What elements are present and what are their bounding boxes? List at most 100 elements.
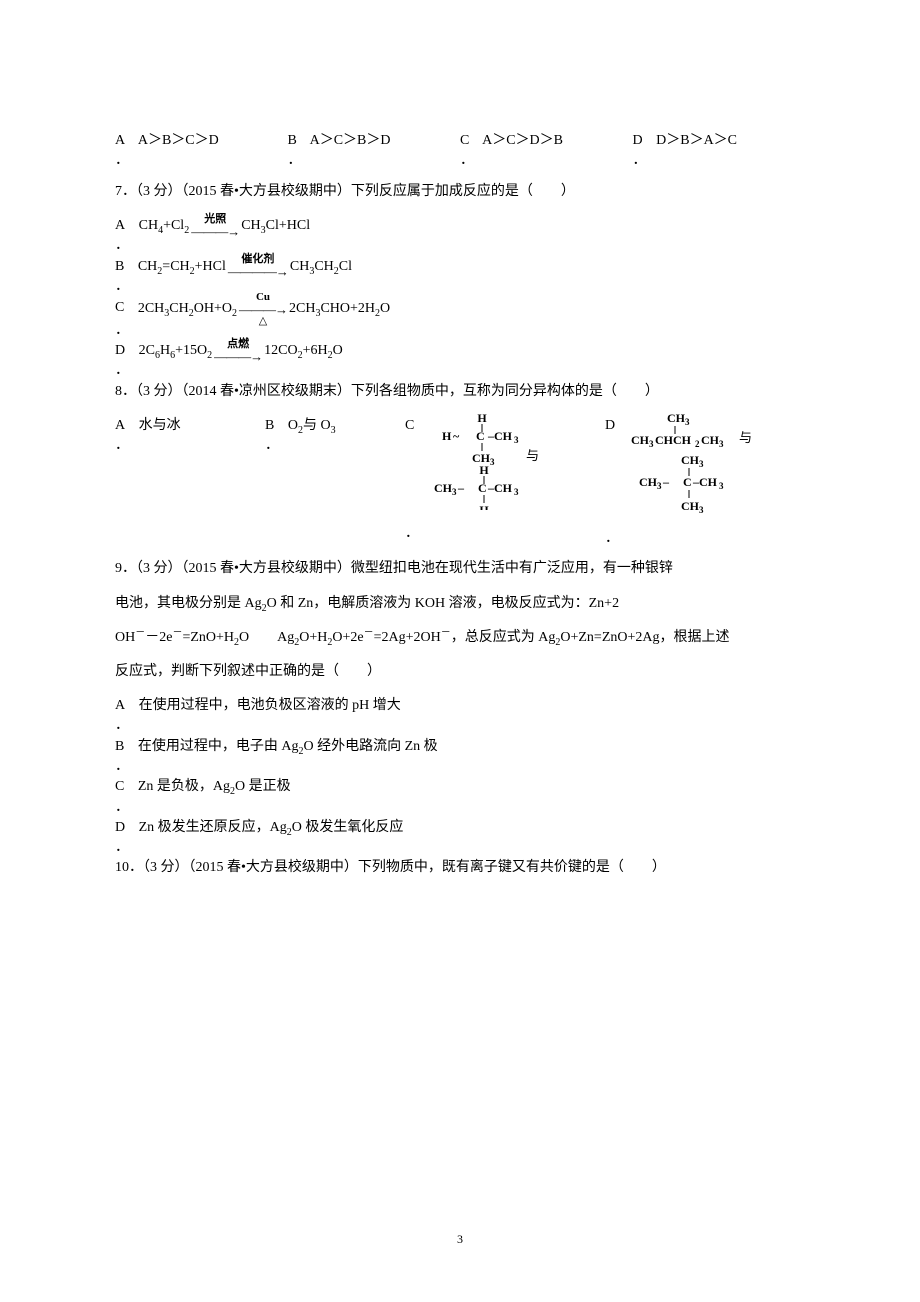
dot: ． [633, 157, 806, 165]
q6-c-text: A＞C＞D＞B [482, 133, 563, 148]
q7-stem: 7．（3 分）（2015 春•大方县校级期中）下列反应属于加成反应的是（ ） [115, 176, 805, 208]
q8-option-b: B O2与 O3 ． [265, 410, 405, 451]
q6-b-text: A＞C＞B＞D [310, 133, 391, 148]
q7-option-a: A CH4+Cl2光照———→CH3Cl+HCl [115, 210, 805, 243]
dot: ． [405, 530, 605, 538]
q9-c-text: Zn 是负极，Ag2O 是正极 [138, 779, 291, 794]
dot: ． [115, 804, 805, 812]
svg-text:C: C [478, 481, 487, 495]
svg-text:CHCH: CHCH [655, 433, 692, 447]
q7-c-left: 2CH3CH2OH+O2 [138, 301, 237, 316]
q7-c-label: C [115, 292, 124, 324]
q9-a-text: 在使用过程中，电池负极区溶液的 pH 增大 [139, 698, 401, 713]
svg-text:C: C [476, 429, 485, 443]
q8-option-d: D CH 3 CH 3 CHCH 2 CH 3 与 [605, 410, 805, 543]
q8-c-structures: H H ~ C –CH 3 CH 3 与 H [428, 410, 548, 510]
svg-text:H: H [442, 429, 452, 443]
svg-text:3: 3 [685, 417, 690, 427]
svg-text:–CH: –CH [692, 475, 718, 489]
q7-d-right: 12CO2+6H2O [264, 343, 343, 358]
structure-c-svg: H H ~ C –CH 3 CH 3 与 H [428, 410, 548, 510]
structure-d-svg: CH 3 CH 3 CHCH 2 CH 3 与 CH 3 [629, 410, 784, 515]
svg-text:–: – [457, 481, 465, 495]
q6-option-a: A A＞B＞C＞D ． [115, 125, 288, 166]
q7-b-label: B [115, 251, 124, 283]
svg-text:3: 3 [452, 487, 457, 497]
svg-text:~: ~ [453, 429, 460, 443]
svg-text:CH: CH [681, 453, 700, 467]
dot: ． [115, 327, 805, 335]
dot: ． [605, 535, 805, 543]
q9-option-a: A 在使用过程中，电池负极区溶液的 pH 增大 [115, 690, 805, 722]
svg-text:CH: CH [631, 433, 650, 447]
q6-option-d: D D＞B＞A＞C ． [633, 125, 806, 166]
page-container: A A＞B＞C＞D ． B A＞C＞B＞D ． C A＞C＞D＞B ． D D＞… [0, 0, 920, 1302]
q7-d-eqn: 2C6H6+15O2点燃———→12CO2+6H2O [139, 335, 343, 367]
q8-b-text: O2与 O3 [288, 418, 336, 433]
svg-text:3: 3 [699, 505, 704, 515]
q9-stem-3: OH－－2e－=ZnO+H2O Ag2O+H2O+2e－=2Ag+2OH－，总反… [115, 622, 805, 654]
q7-option-b: B CH2=CH2+HCl催化剂————→CH3CH2Cl [115, 251, 805, 284]
svg-text:H: H [479, 463, 489, 477]
q6-a-text: A＞B＞C＞D [138, 133, 219, 148]
dot: ． [460, 157, 633, 165]
q6-option-b: B A＞C＞B＞D ． [288, 125, 461, 166]
svg-text:CH: CH [667, 411, 686, 425]
q9-option-d: D Zn 极发生还原反应，Ag2O 极发生氧化反应 [115, 812, 805, 844]
svg-text:CH: CH [434, 481, 453, 495]
q9-b-text: 在使用过程中，电子由 Ag2O 经外电路流向 Zn 极 [138, 739, 438, 754]
arrow-icon: 点燃———→ [214, 339, 262, 363]
svg-text:2: 2 [695, 439, 700, 449]
q9-option-b: B 在使用过程中，电子由 Ag2O 经外电路流向 Zn 极 [115, 731, 805, 763]
q7-a-label: A [115, 210, 125, 242]
q8-option-a: A 水与冰 ． [115, 410, 265, 451]
arrow-icon: 光照———→ [191, 214, 239, 238]
q7-b-eqn: CH2=CH2+HCl催化剂————→CH3CH2Cl [138, 251, 352, 283]
q7-b-left: CH2=CH2+HCl [138, 259, 226, 274]
dot: ． [115, 844, 805, 852]
q6-option-c: C A＞C＞D＞B ． [460, 125, 633, 166]
dot: ． [115, 442, 265, 450]
q7-b-right: CH3CH2Cl [290, 259, 352, 274]
svg-text:H: H [479, 503, 489, 510]
q9-stem-4: 反应式，判断下列叙述中正确的是（ ） [115, 656, 805, 688]
svg-text:CH: CH [639, 475, 658, 489]
svg-text:3: 3 [719, 439, 724, 449]
q9-option-c: C Zn 是负极，Ag2O 是正极 [115, 771, 805, 803]
svg-text:–CH: –CH [487, 429, 513, 443]
q7-a-eqn: CH4+Cl2光照———→CH3Cl+HCl [139, 210, 311, 242]
q8-stem: 8．（3 分）（2014 春•凉州区校级期末）下列各组物质中，互称为同分异构体的… [115, 376, 805, 408]
dot: ． [115, 283, 805, 291]
svg-text:与: 与 [739, 430, 752, 445]
q9-d-text: Zn 极发生还原反应，Ag2O 极发生氧化反应 [139, 820, 404, 835]
q8-option-c: C H H ~ C –CH 3 CH 3 与 [405, 410, 605, 538]
page-number: 3 [0, 1226, 920, 1254]
svg-text:3: 3 [514, 487, 519, 497]
q8-d-structures: CH 3 CH 3 CHCH 2 CH 3 与 CH 3 [629, 410, 784, 515]
q9-c-label: C [115, 771, 124, 803]
dot: ． [115, 763, 805, 771]
q6-d-text: D＞B＞A＞C [656, 133, 737, 148]
q7-a-right: CH3Cl+HCl [241, 218, 310, 233]
svg-text:3: 3 [490, 457, 495, 467]
svg-text:3: 3 [514, 435, 519, 445]
svg-text:C: C [683, 475, 692, 489]
q7-option-c: C 2CH3CH2OH+O2Cu———→△2CH3CHO+2H2O [115, 292, 805, 327]
q7-d-label: D [115, 335, 125, 367]
q9-stem-1: 9．（3 分）（2015 春•大方县校级期中）微型纽扣电池在现代生活中有广泛应用… [115, 553, 805, 585]
svg-text:3: 3 [719, 481, 724, 491]
q7-option-d: D 2C6H6+15O2点燃———→12CO2+6H2O [115, 335, 805, 368]
q8-options-row: A 水与冰 ． B O2与 O3 ． C H H ~ C –CH [115, 410, 805, 543]
q10-stem: 10．（3 分）（2015 春•大方县校级期中）下列物质中，既有离子键又有共价键… [115, 852, 805, 884]
dot: ． [115, 157, 288, 165]
q7-d-left: 2C6H6+15O2 [139, 343, 212, 358]
q8-a-text: 水与冰 [139, 418, 181, 433]
svg-text:3: 3 [657, 481, 662, 491]
dot: ． [115, 242, 805, 250]
svg-text:与: 与 [526, 448, 539, 463]
q8-d-label: D [605, 410, 615, 442]
svg-text:–CH: –CH [487, 481, 513, 495]
svg-text:H: H [477, 411, 487, 425]
q7-c-right: 2CH3CHO+2H2O [289, 301, 390, 316]
dot: ． [265, 442, 405, 450]
